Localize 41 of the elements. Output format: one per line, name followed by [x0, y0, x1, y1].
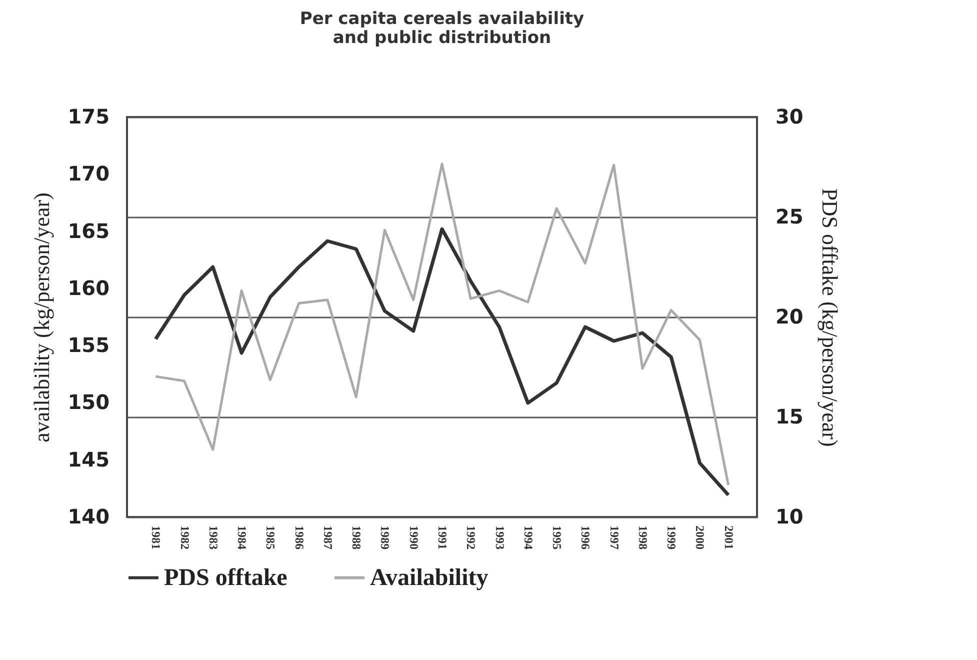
- x-tick-label: 1984: [235, 526, 250, 550]
- y-tick-label: 155: [68, 333, 110, 358]
- y-axis-title: availability (kg/person/year): [28, 192, 54, 442]
- y-tick-label: 170: [68, 162, 110, 186]
- line-series: [154, 162, 730, 486]
- y-tick-label: 140: [68, 504, 110, 528]
- x-tick-label: 1983: [206, 526, 220, 550]
- x-tick-label: 1997: [607, 526, 622, 550]
- y2-tick-label: 15: [776, 404, 804, 428]
- x-tick-label: 1981: [149, 526, 164, 550]
- x-tick-label: 1991: [436, 526, 450, 550]
- x-tick-label: 1990: [406, 526, 421, 550]
- chart-title: Per capita cereals availability and public distribution: [300, 9, 584, 48]
- x-tick-label: 1982: [178, 526, 192, 550]
- y-tick-label: 160: [68, 276, 110, 300]
- x-tick-label: 1993: [492, 526, 507, 550]
- y-tick-label: 145: [68, 447, 110, 472]
- x-tick-label: 1989: [378, 526, 392, 550]
- y2-tick-label: 25: [776, 204, 804, 228]
- x-tick-label: 1994: [521, 526, 536, 550]
- x-tick-label: 1996: [578, 526, 593, 550]
- x-tick-label: 1986: [292, 526, 306, 550]
- line-series: [154, 227, 730, 497]
- x-tick-label: 1995: [550, 526, 564, 550]
- y-tick-label: 165: [68, 218, 110, 243]
- y2-tick-label: 20: [776, 304, 804, 328]
- y2-tick-label: 10: [776, 504, 804, 528]
- y2-axis-title: PDS offtake (kg/person/year): [817, 188, 842, 447]
- x-tick-label: 1987: [320, 526, 335, 550]
- y2-tick-label: 30: [776, 104, 804, 128]
- x-tick-label: 1998: [636, 526, 650, 550]
- y-tick-label: 150: [68, 390, 110, 414]
- x-tick-label: 2001: [722, 526, 736, 550]
- x-tick-label: 2000: [693, 526, 708, 550]
- y-tick-label: 175: [68, 104, 110, 128]
- x-tick-label: 1988: [350, 526, 364, 550]
- x-tick-label: 1992: [464, 526, 478, 550]
- x-tick-label: 1999: [664, 526, 679, 550]
- legend-label: PDS offtake: [164, 564, 288, 591]
- legend-label: Availability: [370, 564, 488, 591]
- x-tick-label: 1985: [264, 526, 278, 550]
